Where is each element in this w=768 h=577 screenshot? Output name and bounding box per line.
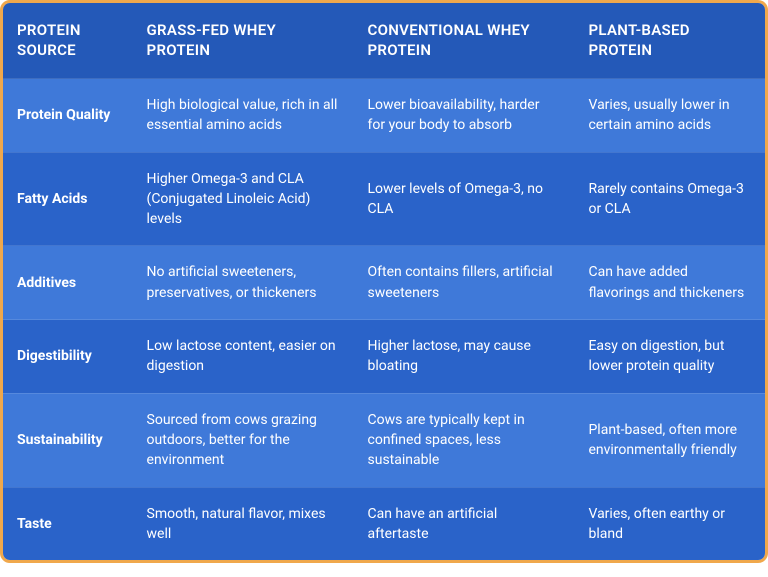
table-row: AdditivesNo artificial sweeteners, prese… (3, 246, 765, 320)
table-header-row: PROTEIN SOURCE GRASS-FED WHEY PROTEIN CO… (3, 3, 765, 79)
table-cell: Can have an artificial aftertaste (354, 487, 575, 560)
table-row: Protein QualityHigh biological value, ri… (3, 79, 765, 153)
comparison-table-wrapper: PROTEIN SOURCE GRASS-FED WHEY PROTEIN CO… (0, 0, 768, 563)
table-cell: Low lactose content, easier on digestion (133, 320, 354, 394)
table-cell: Varies, usually lower in certain amino a… (574, 79, 765, 153)
table-cell: Can have added flavorings and thickeners (574, 246, 765, 320)
table-row: SustainabilitySourced from cows grazing … (3, 393, 765, 487)
table-row: DigestibilityLow lactose content, easier… (3, 320, 765, 394)
col-header-3: PLANT-BASED PROTEIN (574, 3, 765, 79)
table-cell: Rarely contains Omega-3 or CLA (574, 152, 765, 246)
table-row: TasteSmooth, natural flavor, mixes wellC… (3, 487, 765, 560)
table-cell: Sourced from cows grazing outdoors, bett… (133, 393, 354, 487)
row-label: Fatty Acids (3, 152, 133, 246)
table-cell: Plant-based, often more environmentally … (574, 393, 765, 487)
table-cell: Easy on digestion, but lower protein qua… (574, 320, 765, 394)
row-label: Sustainability (3, 393, 133, 487)
table-cell: Cows are typically kept in confined spac… (354, 393, 575, 487)
table-cell: Lower bioavailability, harder for your b… (354, 79, 575, 153)
row-label: Protein Quality (3, 79, 133, 153)
col-header-1: GRASS-FED WHEY PROTEIN (133, 3, 354, 79)
table-cell: Smooth, natural flavor, mixes well (133, 487, 354, 560)
table-header: PROTEIN SOURCE GRASS-FED WHEY PROTEIN CO… (3, 3, 765, 79)
comparison-table: PROTEIN SOURCE GRASS-FED WHEY PROTEIN CO… (3, 3, 765, 560)
row-label: Additives (3, 246, 133, 320)
row-label: Digestibility (3, 320, 133, 394)
table-cell: Varies, often earthy or bland (574, 487, 765, 560)
table-cell: No artificial sweeteners, preservatives,… (133, 246, 354, 320)
table-cell: High biological value, rich in all essen… (133, 79, 354, 153)
col-header-2: CONVENTIONAL WHEY PROTEIN (354, 3, 575, 79)
table-cell: Higher lactose, may cause bloating (354, 320, 575, 394)
row-label: Taste (3, 487, 133, 560)
table-cell: Often contains fillers, artificial sweet… (354, 246, 575, 320)
table-row: Fatty AcidsHigher Omega-3 and CLA (Conju… (3, 152, 765, 246)
table-cell: Higher Omega-3 and CLA (Conjugated Linol… (133, 152, 354, 246)
table-body: Protein QualityHigh biological value, ri… (3, 79, 765, 561)
table-cell: Lower levels of Omega-3, no CLA (354, 152, 575, 246)
col-header-0: PROTEIN SOURCE (3, 3, 133, 79)
